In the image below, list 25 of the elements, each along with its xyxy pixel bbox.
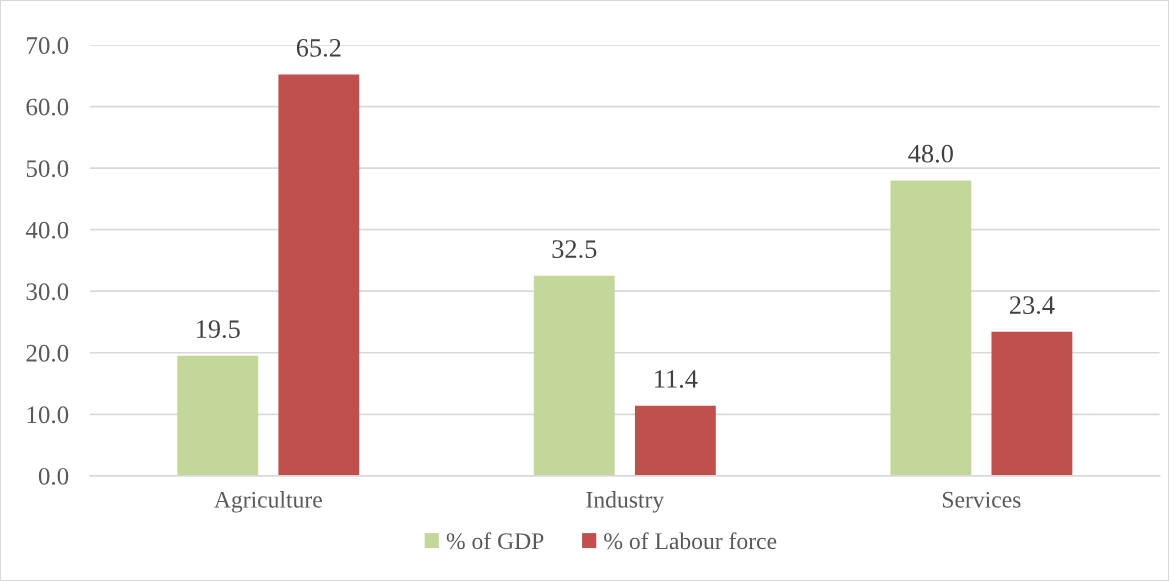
y-tick-label: 40.0 <box>25 221 69 239</box>
bar <box>890 180 972 476</box>
bar <box>278 74 360 476</box>
data-label: 23.4 <box>1009 296 1055 315</box>
data-label: 65.2 <box>296 38 341 57</box>
y-tick-label: 20.0 <box>26 344 69 362</box>
bar <box>991 331 1073 476</box>
bar <box>634 405 716 476</box>
x-tick-label: Industry <box>586 491 665 513</box>
y-tick-label: 60.0 <box>26 98 69 116</box>
data-label: 32.5 <box>552 240 597 259</box>
bar <box>533 275 615 476</box>
bar <box>177 355 259 476</box>
y-tick-label: 50.0 <box>26 160 69 178</box>
data-label: 48.0 <box>908 144 953 163</box>
data-label: 19.5 <box>196 320 240 339</box>
y-tick-label: 70.0 <box>27 37 69 55</box>
y-tick-label: 0.0 <box>38 467 69 485</box>
x-tick-label: Services <box>942 491 1021 508</box>
y-tick-label: 30.0 <box>26 283 69 301</box>
y-tick-label: 10.0 <box>27 406 69 424</box>
data-label: 11.4 <box>655 370 698 388</box>
legend-label: % of Labour force <box>604 532 777 550</box>
x-tick-label: Agriculture <box>214 491 322 513</box>
legend-label: % of GDP <box>446 532 544 550</box>
